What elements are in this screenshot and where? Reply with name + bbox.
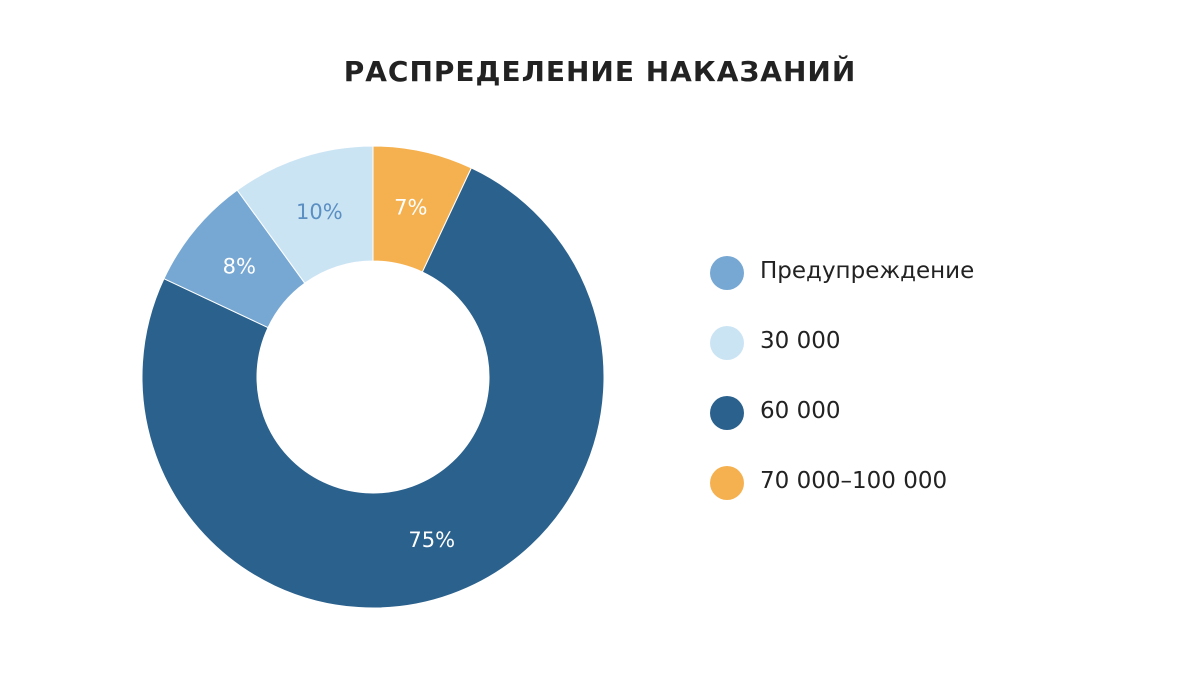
- legend-label: Предупреждение: [760, 258, 975, 284]
- legend-swatch: [710, 326, 744, 360]
- donut-slice-1: [141, 167, 605, 609]
- legend-label: 60 000: [760, 398, 841, 424]
- legend-swatch: [710, 396, 744, 430]
- legend-label: 70 000–100 000: [760, 468, 948, 494]
- slice-label-3: 10%: [296, 200, 343, 224]
- donut-slice-3: [236, 145, 374, 284]
- slice-label-0: 7%: [394, 196, 427, 220]
- legend-swatch: [710, 256, 744, 290]
- legend-label: 30 000: [760, 328, 841, 354]
- slice-label-2: 8%: [223, 254, 256, 278]
- legend-swatch: [710, 466, 744, 500]
- chart-title: РАСПРЕДЕЛЕНИЕ НАКАЗАНИЙ: [343, 55, 857, 88]
- slice-label-1: 75%: [408, 528, 455, 552]
